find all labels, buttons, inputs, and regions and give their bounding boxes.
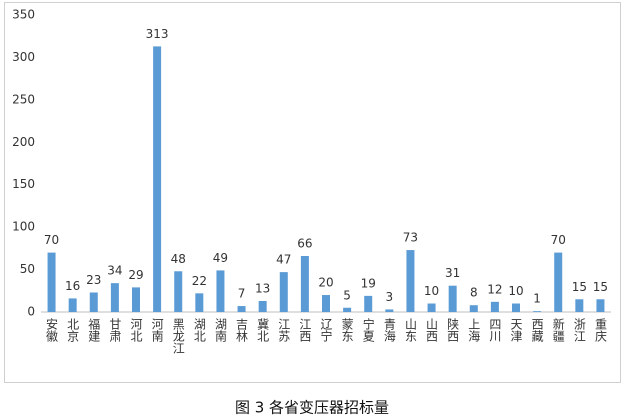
data-label: 13 (255, 281, 270, 295)
x-tick-label: 福建 (87, 317, 101, 343)
x-tick-label: 重庆 (593, 318, 607, 342)
x-tick-label: 湖南 (213, 317, 227, 342)
bar (279, 272, 288, 312)
bar (385, 309, 394, 312)
x-tick-label: 河北 (129, 318, 143, 343)
data-label: 49 (213, 251, 228, 265)
bar (322, 295, 330, 312)
chart-frame (4, 2, 621, 383)
data-label: 20 (318, 276, 333, 290)
bar (110, 283, 119, 312)
x-tick-label: 山西 (425, 318, 439, 342)
x-tick-label: 蒙东 (340, 318, 354, 342)
bar (554, 252, 563, 312)
x-tick-label: 河南 (150, 318, 164, 342)
x-tick-label: 四川 (488, 318, 502, 342)
bar (512, 303, 520, 312)
x-tick-label: 甘肃 (108, 318, 122, 343)
x-tick-label: 北京 (66, 318, 80, 343)
bar (174, 271, 183, 312)
bar (490, 301, 499, 312)
data-label: 23 (86, 273, 101, 287)
data-label: 47 (276, 253, 291, 267)
y-tick-label: 200 (12, 135, 35, 149)
data-label: 10 (424, 284, 439, 298)
chart-title: 图 3 各省变压器招标量 (235, 399, 389, 417)
bar (216, 270, 225, 312)
data-label: 3 (386, 290, 394, 304)
bar (364, 295, 373, 312)
y-tick-label: 0 (27, 305, 35, 319)
x-tick-label: 上海 (467, 318, 481, 342)
x-tick-label: 天津 (509, 318, 523, 342)
bar (469, 305, 478, 312)
bar (406, 250, 415, 312)
x-tick-label: 湖北 (192, 317, 206, 343)
y-tick-label: 50 (20, 262, 35, 276)
y-tick-label: 350 (12, 8, 35, 22)
bar (533, 311, 542, 312)
data-label: 16 (65, 279, 80, 293)
x-tick-label: 江苏 (277, 318, 291, 342)
x-tick-label: 吉林 (235, 318, 249, 342)
bar (237, 306, 246, 312)
data-label: 5 (343, 288, 351, 302)
x-tick-label: 黑龙江 (171, 318, 185, 354)
bar (300, 255, 309, 312)
x-tick-label: 辽宁 (319, 318, 333, 342)
data-label: 313 (146, 27, 169, 41)
bar (89, 292, 98, 312)
data-label: 29 (128, 268, 143, 282)
data-label: 15 (572, 280, 587, 294)
data-label: 73 (403, 231, 418, 245)
bar (132, 287, 140, 312)
data-label: 22 (192, 274, 207, 288)
data-label: 34 (107, 264, 122, 278)
data-label: 31 (445, 266, 460, 280)
x-tick-label: 冀北 (256, 318, 270, 343)
bar (47, 252, 56, 312)
data-label: 15 (593, 280, 608, 294)
bar (427, 303, 436, 312)
x-tick-label: 安徽 (45, 317, 59, 342)
data-label: 1 (533, 292, 541, 306)
bar (596, 299, 605, 312)
data-label: 70 (551, 233, 566, 247)
data-label: 66 (297, 236, 312, 250)
x-tick-label: 西藏 (530, 318, 544, 343)
y-tick-label: 150 (12, 177, 35, 191)
bar (195, 293, 204, 312)
bar (258, 300, 267, 312)
x-tick-label: 新疆 (551, 317, 565, 342)
x-tick-label: 宁夏 (361, 317, 375, 342)
data-label: 48 (171, 252, 186, 266)
bar (68, 298, 77, 312)
data-label: 7 (238, 287, 246, 301)
data-label: 8 (470, 286, 478, 300)
data-label: 12 (487, 282, 502, 296)
x-tick-label: 江西 (298, 318, 312, 342)
x-tick-label: 青海 (382, 318, 396, 342)
data-label: 10 (508, 284, 523, 298)
bar (343, 307, 352, 312)
bar (448, 285, 457, 312)
data-label: 70 (44, 233, 59, 247)
y-tick-label: 100 (12, 220, 35, 234)
y-tick-label: 300 (12, 50, 35, 64)
y-tick-label: 250 (12, 92, 35, 106)
data-label: 19 (361, 276, 376, 290)
bar (575, 299, 584, 312)
x-tick-label: 浙江 (572, 318, 586, 342)
x-tick-label: 陕西 (446, 317, 460, 342)
x-tick-label: 山东 (403, 318, 417, 342)
bar (153, 46, 162, 312)
